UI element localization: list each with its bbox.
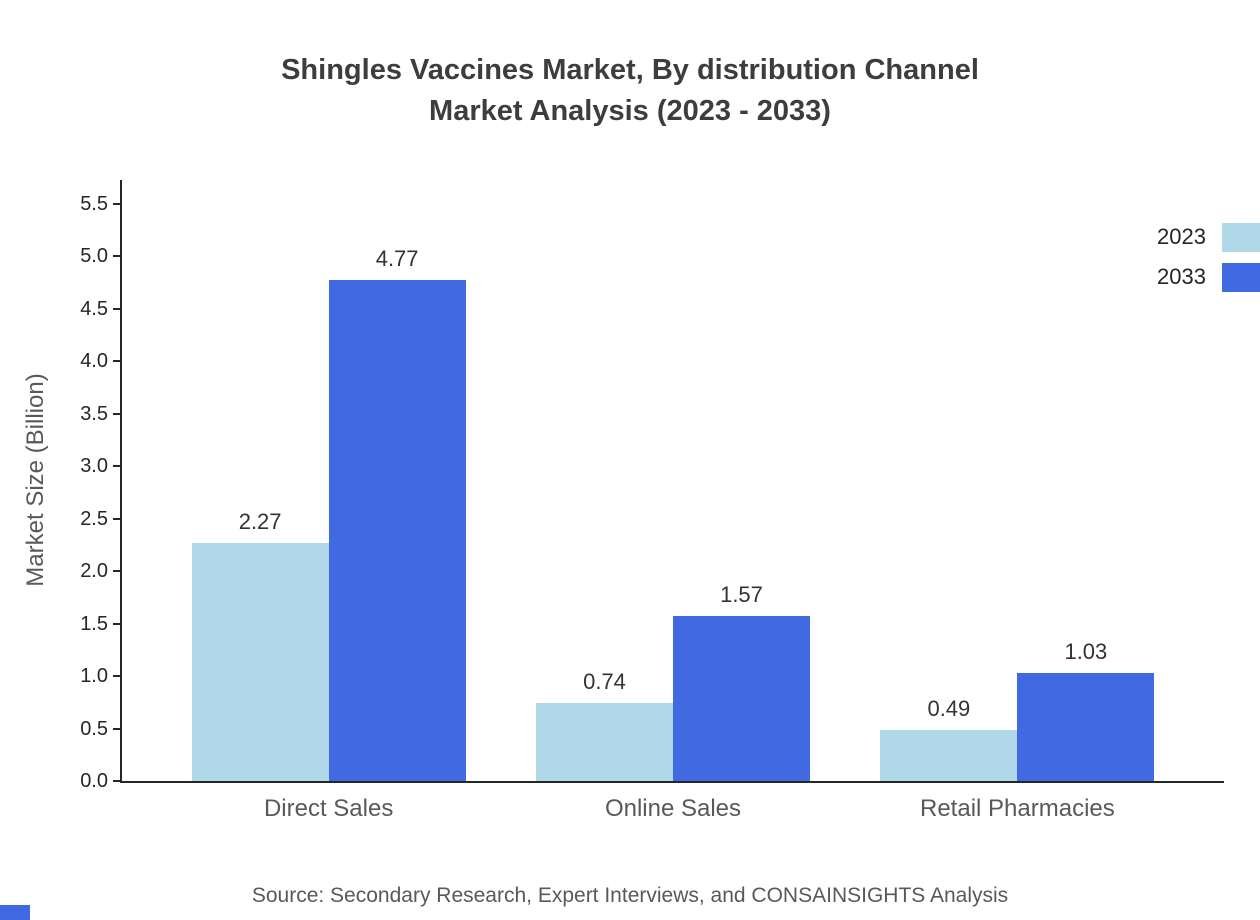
y-tick-mark	[113, 517, 122, 520]
y-tick-label: 4.5	[80, 297, 108, 320]
y-tick-mark	[113, 727, 122, 730]
bottom-left-accent	[0, 905, 30, 920]
y-tick-label: 3.5	[80, 402, 108, 425]
bar-2033-direct-sales	[328, 280, 466, 781]
y-tick-label: 0.5	[80, 717, 108, 740]
bar-2033-online-sales	[673, 616, 810, 781]
y-tick-label: 5.5	[80, 192, 108, 215]
legend-label-2023: 2023	[1157, 224, 1206, 249]
bar-2033-retail-pharmacies	[1017, 672, 1155, 781]
chart-title: Shingles Vaccines Market, By distributio…	[0, 50, 1260, 132]
plot-area: 0.0 0.5 1.0 1.5 2.0 2.5 3.0 3.5 4.0 4.5 5.0 5.5 2.27…	[80, 180, 1224, 822]
legend-item-2033: 2033	[1157, 262, 1260, 292]
chart-title-line1: Shingles Vaccines Market, By distributio…	[281, 54, 979, 86]
legend-swatch-2033	[1222, 262, 1260, 292]
legend-swatch-2023	[1222, 222, 1260, 252]
y-tick-mark	[113, 202, 122, 205]
y-tick-label: 1.0	[80, 665, 108, 687]
chart-title-line2: Market Analysis (2023 - 2033)	[429, 95, 831, 127]
y-tick-label: 2.0	[80, 560, 108, 582]
y-tick-mark	[113, 307, 122, 310]
bar-2023-retail-pharmacies	[880, 729, 1018, 781]
bar-value-label-2033-retail-pharmacies: 1.03	[1064, 638, 1108, 664]
y-axis-label: Market Size (Billion)	[22, 373, 49, 587]
x-category-label-direct-sales: Direct Sales	[263, 795, 394, 822]
y-tick-label: 2.5	[80, 507, 108, 530]
y-tick-label: 5.0	[80, 245, 108, 267]
y-tick-mark	[113, 465, 122, 467]
bar-value-label-2033-direct-sales: 4.77	[375, 246, 419, 272]
bar-value-label-2023-online-sales: 0.74	[583, 669, 626, 695]
y-tick-label: 4.0	[80, 350, 108, 372]
x-category-label-online-sales: Online Sales	[604, 795, 742, 822]
source-note: Source: Secondary Research, Expert Inter…	[251, 884, 1009, 907]
x-category-label-retail-pharmacies: Retail Pharmacies	[920, 795, 1115, 822]
y-tick-mark	[113, 675, 122, 677]
y-tick-mark	[113, 360, 122, 362]
legend: 2023 2033	[1157, 222, 1260, 292]
y-tick-mark	[113, 622, 122, 625]
bar-2023-direct-sales	[191, 542, 329, 781]
bar-value-label-2023-direct-sales: 2.27	[238, 508, 282, 534]
bar-value-label-2033-online-sales: 1.57	[720, 582, 763, 608]
legend-item-2023: 2023	[1157, 222, 1260, 252]
y-tick-mark	[113, 255, 122, 257]
legend-label-2033: 2033	[1157, 264, 1206, 289]
y-tick-label: 1.5	[80, 612, 108, 635]
y-tick-mark	[113, 412, 122, 415]
y-tick-mark	[113, 570, 122, 572]
bar-value-label-2023-retail-pharmacies: 0.49	[927, 695, 971, 721]
y-tick-label: 0.0	[80, 770, 108, 792]
y-tick-label: 3.0	[80, 455, 108, 477]
y-tick-mark	[113, 780, 122, 782]
bar-2023-online-sales	[536, 703, 673, 781]
